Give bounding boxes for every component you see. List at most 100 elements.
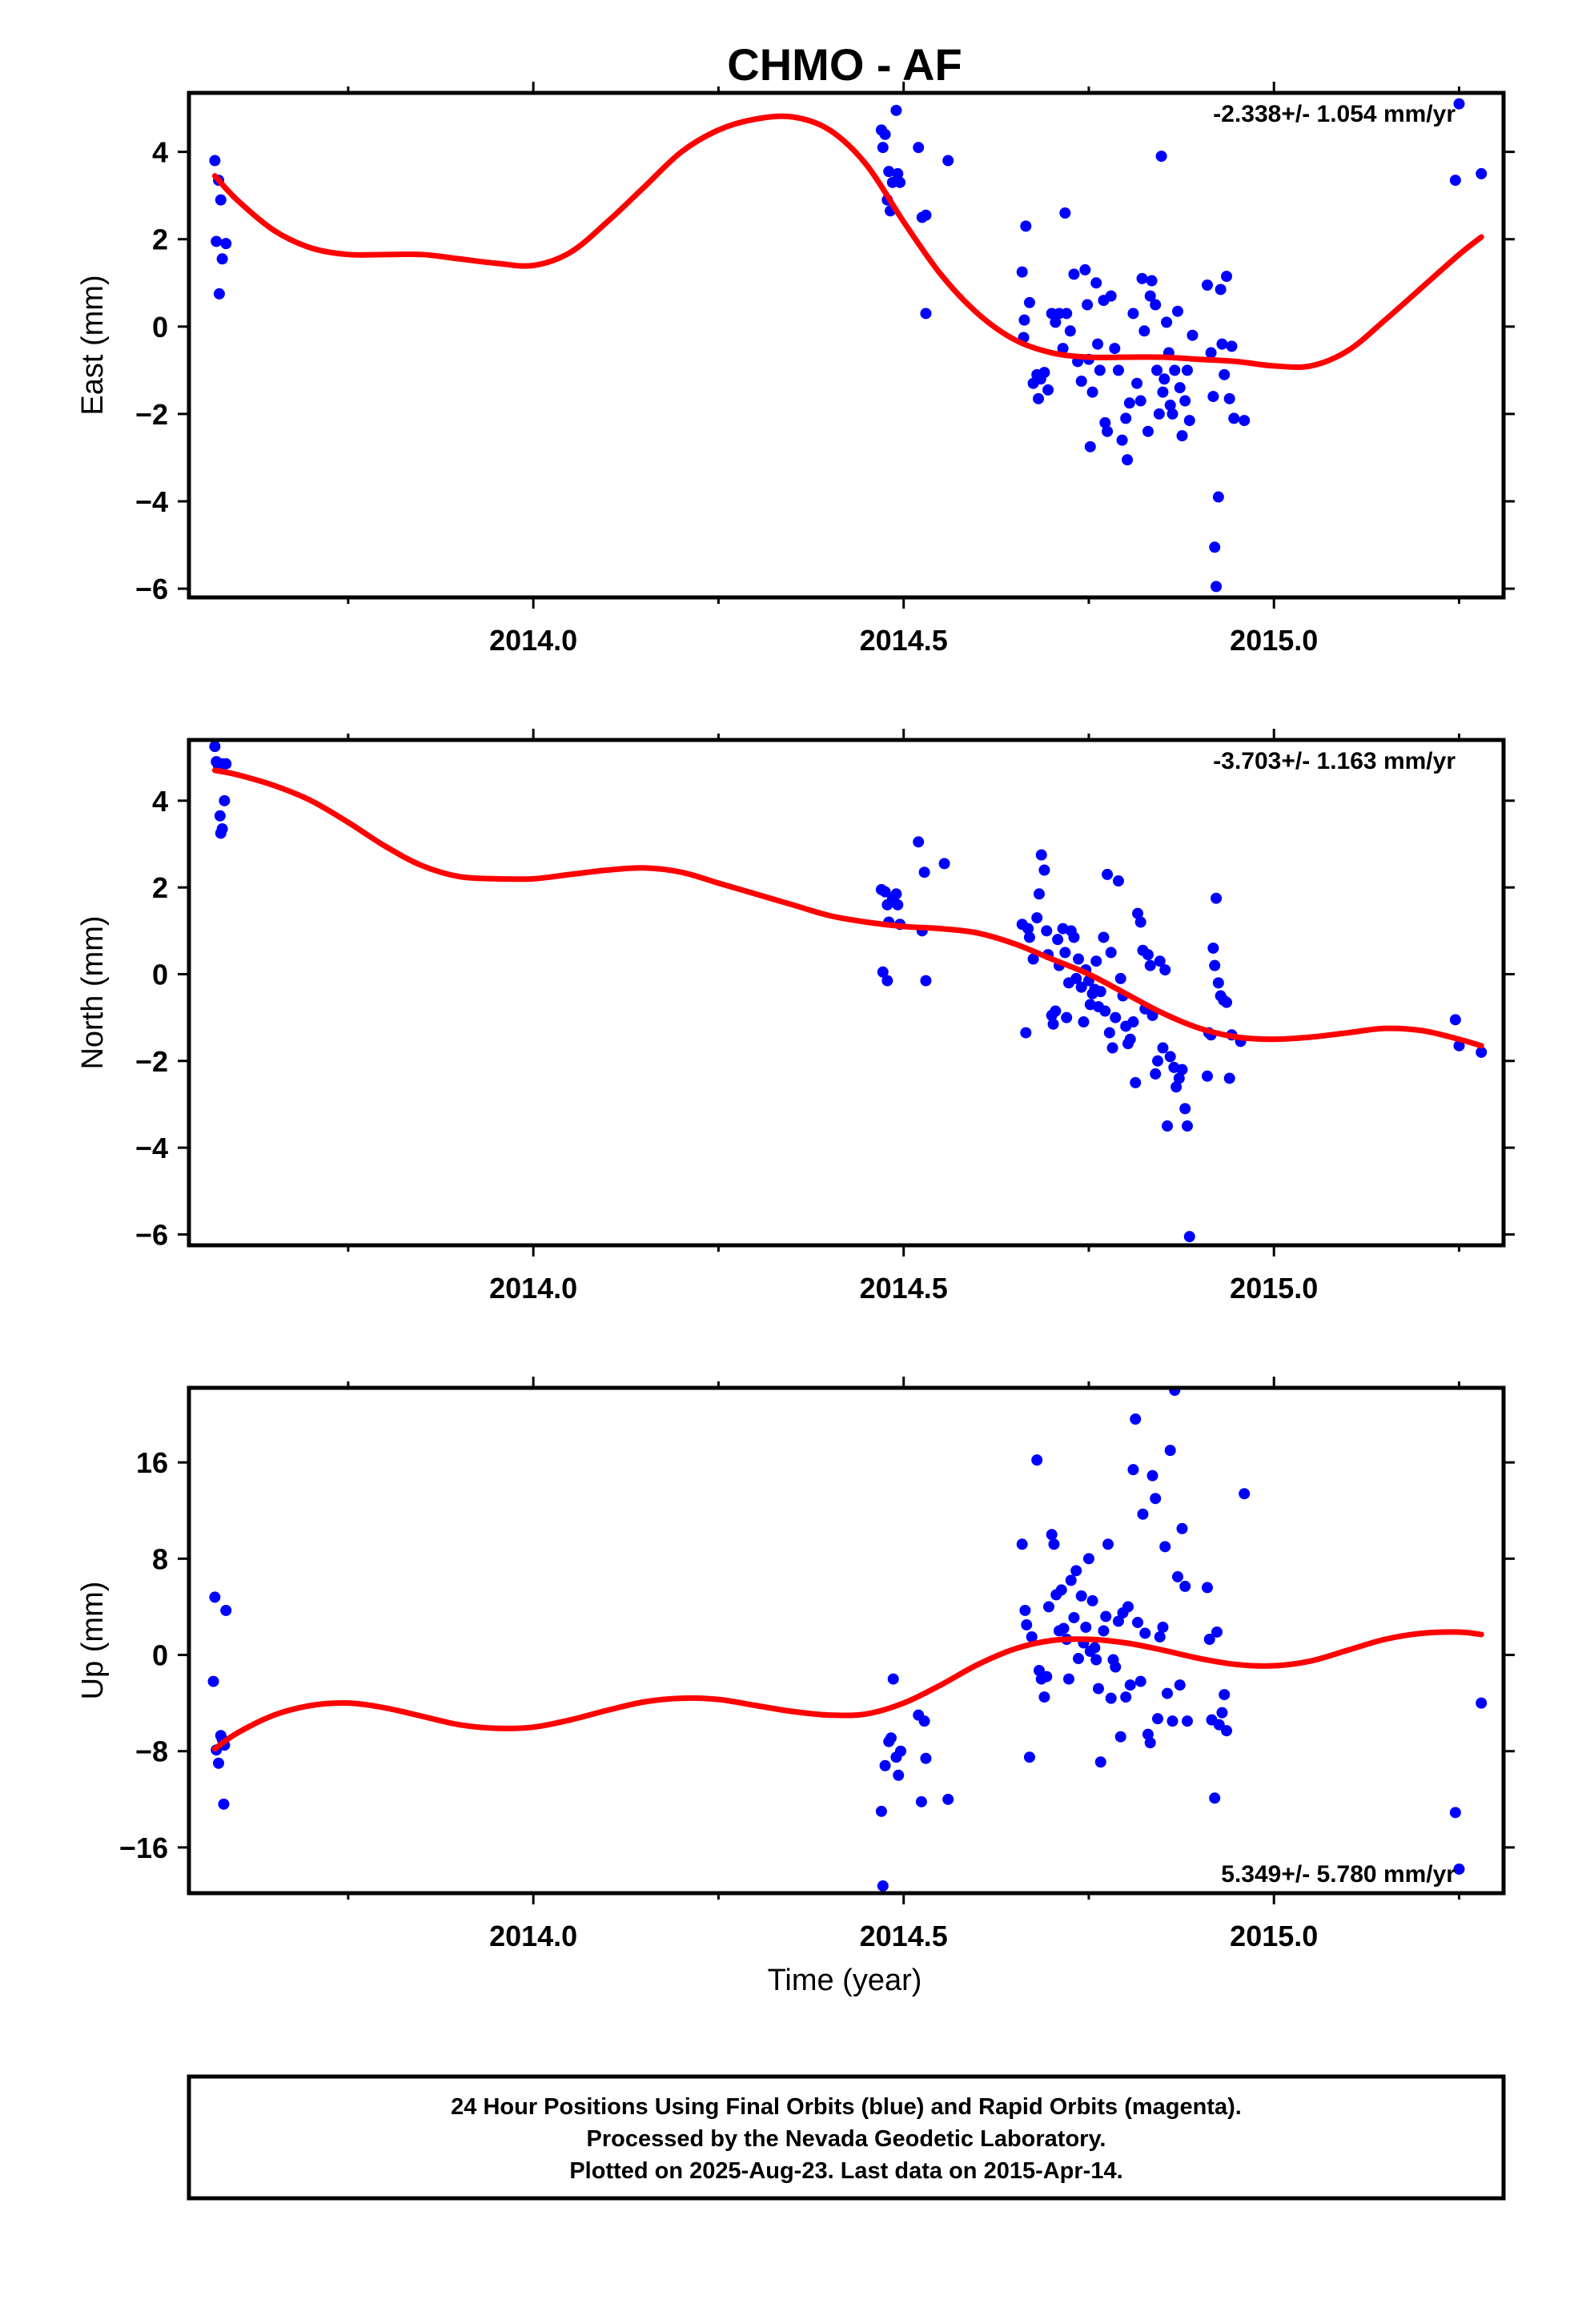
data-point xyxy=(1114,972,1126,984)
data-point xyxy=(1027,953,1039,965)
data-point xyxy=(1079,263,1091,275)
y-tick-label: 4 xyxy=(152,785,168,818)
footer-box: 24 Hour Positions Using Final Orbits (bl… xyxy=(187,2074,1506,2201)
data-point xyxy=(1221,996,1233,1008)
data-point xyxy=(1105,947,1117,959)
data-point xyxy=(1150,1068,1162,1080)
data-point xyxy=(1041,1671,1053,1683)
y-tick-label: 0 xyxy=(152,1639,168,1672)
model-fit-line xyxy=(211,113,1484,371)
data-point xyxy=(207,1675,219,1687)
data-point xyxy=(1209,959,1221,971)
data-point xyxy=(1162,1120,1174,1132)
data-point xyxy=(1057,343,1069,355)
data-point xyxy=(1124,1679,1136,1691)
y-tick-label: 2 xyxy=(152,871,168,904)
data-point xyxy=(890,888,902,900)
data-point xyxy=(1018,314,1030,326)
data-point xyxy=(1144,290,1156,302)
data-point xyxy=(1046,1529,1058,1541)
data-point xyxy=(1151,364,1163,376)
data-point xyxy=(1089,1642,1101,1654)
data-point xyxy=(894,1745,906,1757)
data-point xyxy=(209,741,221,753)
data-point xyxy=(1153,408,1165,420)
data-point xyxy=(877,1880,889,1892)
data-point xyxy=(1073,953,1085,965)
y-tick-label: −6 xyxy=(135,573,168,605)
footer-line-3: Plotted on 2025-Aug-23. Last data on 201… xyxy=(569,2158,1122,2184)
data-point xyxy=(1144,1737,1156,1749)
data-point xyxy=(1102,1538,1114,1550)
data-point xyxy=(1239,415,1251,427)
data-point xyxy=(1476,167,1488,179)
y-tick-label: 2 xyxy=(152,223,168,256)
data-point xyxy=(1150,1493,1162,1505)
x-tick-label: 2015.0 xyxy=(1230,1920,1318,1952)
data-point xyxy=(1146,275,1158,287)
data-point xyxy=(1120,1691,1132,1703)
y-tick-label: 4 xyxy=(152,136,168,169)
data-point xyxy=(1449,1014,1461,1026)
data-point xyxy=(1173,1072,1185,1084)
data-point xyxy=(918,1715,930,1727)
data-point xyxy=(1080,1621,1092,1633)
data-point xyxy=(1144,959,1156,971)
data-point xyxy=(1150,299,1162,311)
data-point xyxy=(1109,343,1121,355)
data-point xyxy=(1023,931,1035,943)
data-point xyxy=(1016,1538,1028,1550)
data-point xyxy=(220,1604,232,1616)
north-panel: 2014.0 2014.5 2015.0 4 2 0 −2 −4 −6 North (mm) -3.… xyxy=(76,729,1515,1305)
data-point xyxy=(1084,440,1096,452)
data-point xyxy=(1170,1081,1182,1093)
data-point xyxy=(1136,272,1148,284)
data-point xyxy=(1154,1630,1166,1642)
x-tick-label: 2014.5 xyxy=(860,1272,948,1305)
data-point xyxy=(1102,868,1114,880)
data-point xyxy=(1094,1756,1106,1768)
data-point xyxy=(1161,316,1173,328)
data-point xyxy=(1183,415,1195,427)
data-point xyxy=(877,966,889,978)
data-point xyxy=(1123,397,1135,409)
data-point xyxy=(1031,912,1043,924)
data-point xyxy=(1176,1522,1188,1534)
data-point xyxy=(894,176,906,188)
data-point xyxy=(1179,1103,1191,1115)
x-tick-label: 2015.0 xyxy=(1230,1272,1318,1305)
data-point xyxy=(1038,864,1050,876)
data-point xyxy=(1239,1488,1251,1500)
data-point xyxy=(1033,392,1045,404)
data-point xyxy=(1171,305,1183,317)
plot-frame xyxy=(187,738,1506,1248)
x-axis-label: Time (year) xyxy=(768,1964,922,1997)
data-point xyxy=(1082,299,1094,311)
data-point xyxy=(1181,1120,1193,1132)
y-tick-label: 16 xyxy=(136,1446,168,1479)
data-point xyxy=(920,975,932,987)
data-point xyxy=(1065,1574,1077,1586)
data-point xyxy=(1110,1011,1122,1023)
data-point xyxy=(920,308,932,320)
data-point xyxy=(1146,1470,1158,1482)
data-point xyxy=(885,1732,897,1744)
data-point xyxy=(1124,1033,1136,1045)
data-point xyxy=(1070,1565,1082,1577)
data-point xyxy=(942,155,954,167)
data-point xyxy=(1226,340,1238,352)
data-point xyxy=(1043,1601,1055,1613)
y-tick-label: −2 xyxy=(135,1045,168,1078)
data-point xyxy=(890,104,902,116)
data-point xyxy=(1073,1653,1085,1665)
x-tick-label: 2014.5 xyxy=(860,1920,948,1952)
data-point xyxy=(213,1757,225,1769)
data-point xyxy=(1075,1590,1087,1602)
y-tick-label: 8 xyxy=(152,1542,168,1575)
y-tick-label: −6 xyxy=(135,1218,168,1251)
data-point xyxy=(1090,955,1102,967)
data-point xyxy=(1158,373,1170,385)
data-point xyxy=(1120,412,1132,424)
y-tick-label: −8 xyxy=(135,1735,168,1768)
data-point xyxy=(920,209,932,221)
